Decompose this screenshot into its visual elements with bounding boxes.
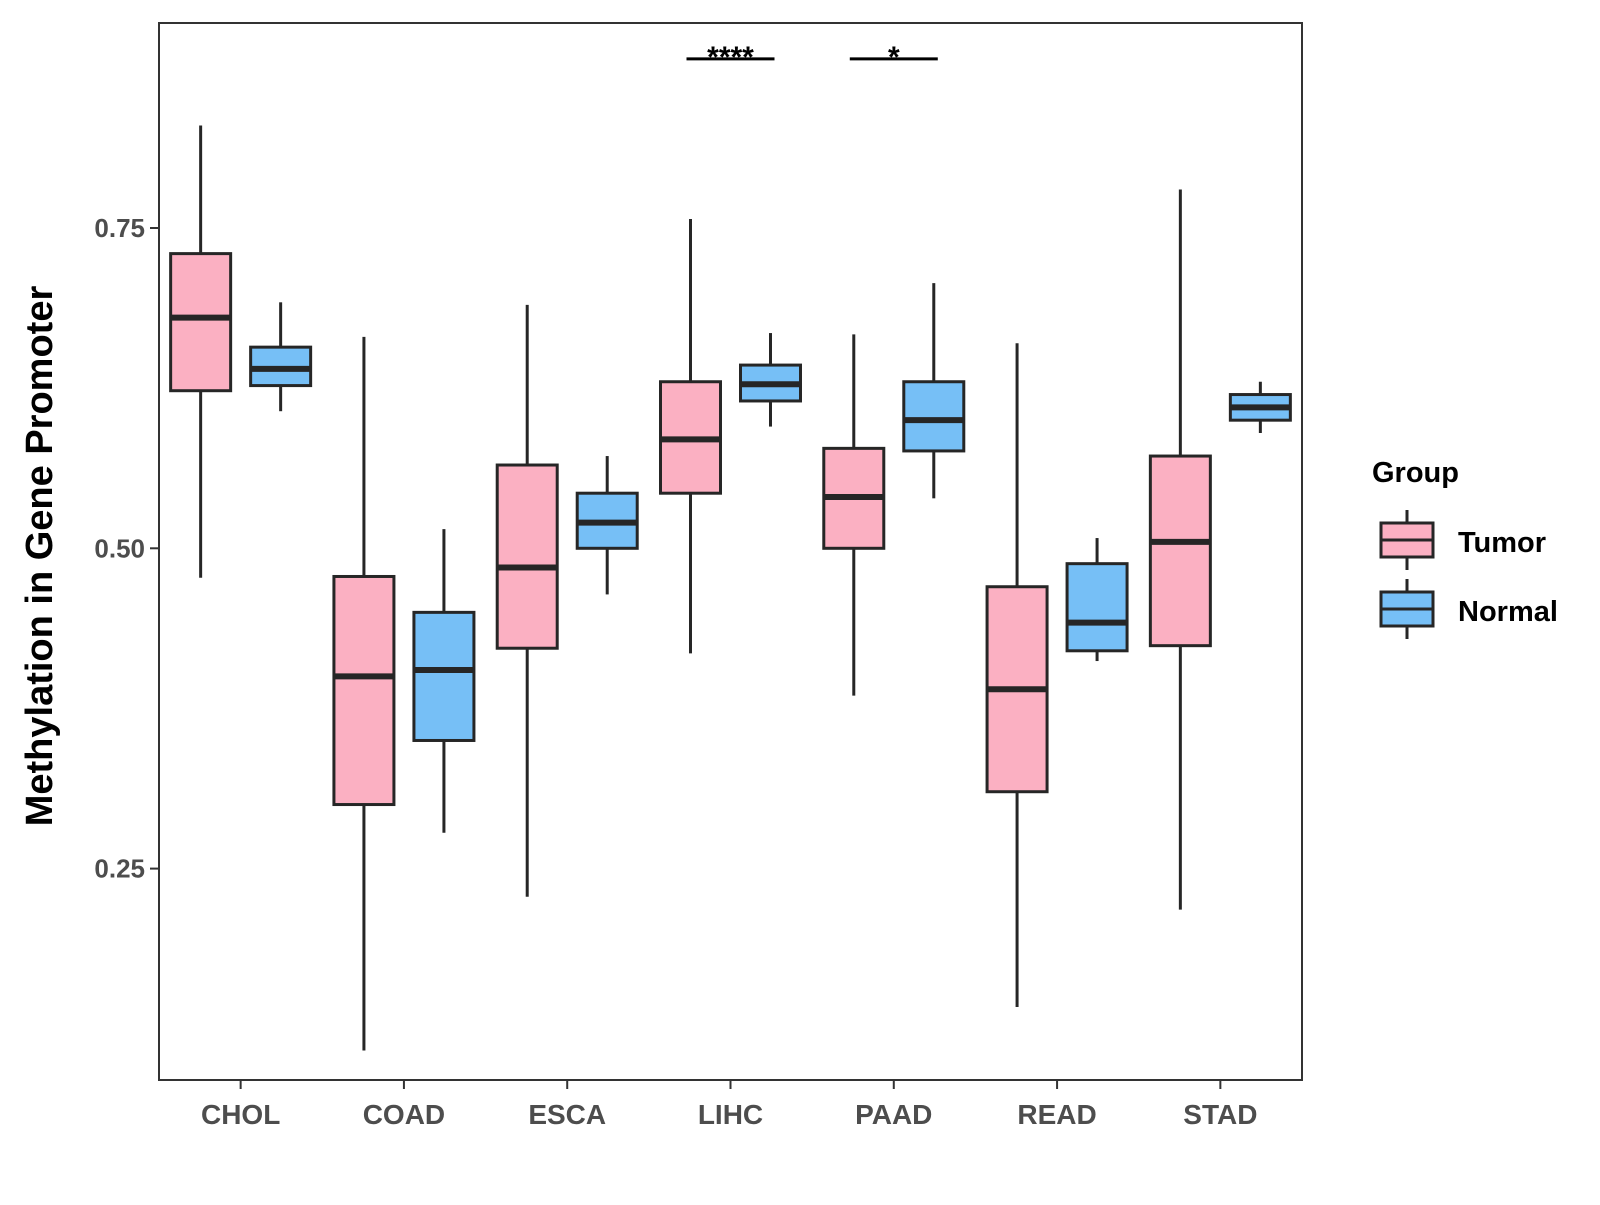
legend: Group Tumor Normal xyxy=(1372,457,1558,639)
legend-label-tumor: Tumor xyxy=(1458,527,1546,559)
x-tick-label-chol: CHOL xyxy=(201,1099,280,1130)
plot-panel-border xyxy=(158,22,1303,1081)
legend-label-normal: Normal xyxy=(1458,596,1558,628)
y-tick-label-0.25: 0.25 xyxy=(94,854,145,884)
x-tick-label-coad: COAD xyxy=(363,1099,445,1130)
x-tick-label-stad: STAD xyxy=(1183,1099,1257,1130)
x-tick-label-read: READ xyxy=(1017,1099,1096,1130)
box-chol-tumor xyxy=(169,252,233,393)
plot-area: 0.25 0.50 0.75 CHOL COAD ESCA LIHC PAAD READ STAD… xyxy=(94,22,1303,1130)
x-tick-label-paad: PAAD xyxy=(855,1099,932,1130)
box-stad-tumor xyxy=(1148,454,1212,648)
box-read-normal xyxy=(1065,562,1129,653)
x-tick-label-lihc: LIHC xyxy=(698,1099,763,1130)
box-paad-normal xyxy=(902,380,966,453)
box-coad-tumor xyxy=(332,574,396,807)
box-esca-tumor xyxy=(495,463,559,650)
significance-label-lihc: **** xyxy=(707,41,754,74)
y-tick-label-0.50: 0.50 xyxy=(94,533,145,563)
x-tick-label-esca: ESCA xyxy=(528,1099,606,1130)
legend-title: Group xyxy=(1372,457,1459,489)
box-coad-normal xyxy=(412,610,476,742)
significance-label-paad: * xyxy=(888,41,900,74)
y-tick-label-0.75: 0.75 xyxy=(94,213,145,243)
y-axis-title: Methylation in Gene Promoter xyxy=(19,286,61,827)
